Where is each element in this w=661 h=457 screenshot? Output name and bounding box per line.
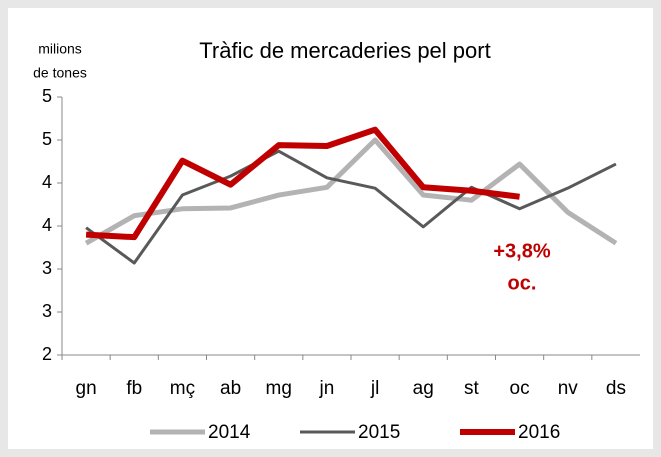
x-tick-label: jn xyxy=(319,378,335,399)
x-tick-label: oc xyxy=(510,378,530,399)
line-series xyxy=(85,149,617,265)
x-tick-label: st xyxy=(464,378,480,399)
x-tick-label: jl xyxy=(370,378,379,399)
y-tick-label: 4 xyxy=(42,172,52,192)
x-tick-label: mç xyxy=(170,378,195,399)
y-tick-label: 3 xyxy=(42,301,52,321)
x-tick-label: gn xyxy=(76,378,97,399)
y-axis-label: de tones xyxy=(33,65,87,81)
x-tick-label: ab xyxy=(220,378,241,399)
y-tick-label: 2 xyxy=(42,344,52,364)
x-tick-label: fb xyxy=(126,378,142,399)
legend-label: 2016 xyxy=(518,422,560,443)
y-axis-label: milions xyxy=(38,41,82,57)
y-tick-label: 5 xyxy=(42,129,52,149)
annotation: +3,8% xyxy=(493,240,550,262)
x-tick-label: nv xyxy=(558,378,579,399)
y-tick-label: 4 xyxy=(42,215,52,235)
chart-title: Tràfic de mercaderies pel port xyxy=(199,38,490,63)
line-series xyxy=(85,126,520,241)
y-tick-label: 5 xyxy=(42,86,52,106)
y-tick-label: 3 xyxy=(42,258,52,278)
x-tick-label: ds xyxy=(606,378,626,399)
x-tick-label: ag xyxy=(413,378,434,399)
x-tick-label: mg xyxy=(266,378,292,399)
legend-label: 2014 xyxy=(208,422,251,443)
annotation: oc. xyxy=(508,272,537,294)
line-series xyxy=(84,137,618,246)
legend-label: 2015 xyxy=(358,422,400,443)
